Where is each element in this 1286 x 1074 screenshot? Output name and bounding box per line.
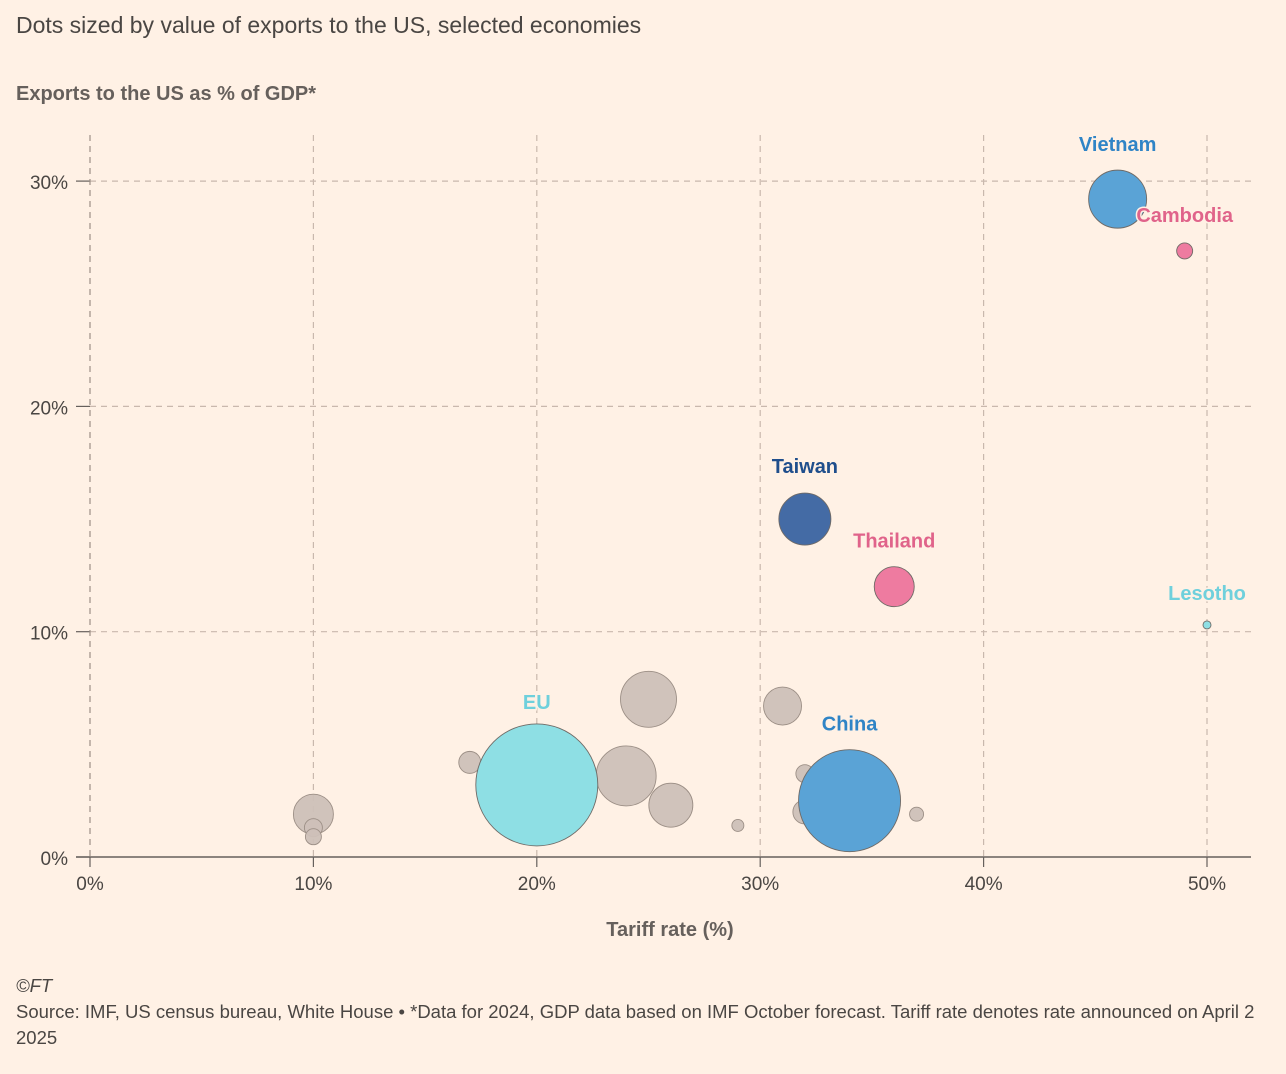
bubble-point <box>731 819 745 832</box>
label-taiwan: Taiwan <box>772 456 838 478</box>
bubble-taiwan <box>778 492 832 546</box>
label-eu: EU <box>523 692 551 714</box>
bubble-vietnam <box>1088 169 1148 229</box>
bubble-thailand <box>873 566 915 608</box>
y-tick-label: 30% <box>30 173 68 194</box>
label-thailand: Thailand <box>853 531 935 553</box>
x-tick-label: 40% <box>965 874 1003 895</box>
x-tick-label: 20% <box>518 874 556 895</box>
bubble-point <box>909 806 925 822</box>
bubble-point <box>648 782 694 828</box>
label-vietnam: Vietnam <box>1079 134 1156 156</box>
bubble-cambodia <box>1176 242 1194 260</box>
x-tick-label: 0% <box>76 874 104 895</box>
x-tick-label: 50% <box>1188 874 1226 895</box>
bubble-point <box>595 745 657 807</box>
bubble-lesotho <box>1202 620 1212 630</box>
scatter-chart: 0% 10% 20% 30% 0% 10% 20% 30% 40% 50% Tariff rate … <box>30 133 1251 941</box>
x-axis-title: Tariff rate (%) <box>606 919 733 941</box>
source-note: Source: IMF, US census bureau, White Hou… <box>16 1001 1255 1048</box>
chart-footer: ©FT Source: IMF, US census bureau, White… <box>16 973 1278 1051</box>
copyright-text: ©FT <box>16 975 53 996</box>
y-tick-label: 20% <box>30 398 68 419</box>
y-axis-title: Exports to the US as % of GDP* <box>16 83 317 105</box>
bubble-point <box>304 828 322 846</box>
chart-subtitle: Dots sized by value of exports to the US… <box>16 12 642 38</box>
bubble-eu <box>475 723 599 847</box>
x-tick-label: 30% <box>741 874 779 895</box>
bubble-china <box>798 749 902 853</box>
label-lesotho: Lesotho <box>1168 583 1246 605</box>
x-tick-label: 10% <box>294 874 332 895</box>
bubble-point <box>763 686 802 726</box>
bubble-point <box>620 670 677 728</box>
label-cambodia: Cambodia <box>1136 205 1234 227</box>
label-china: China <box>822 714 878 736</box>
y-tick-label: 0% <box>41 849 69 870</box>
y-tick-label: 10% <box>30 624 68 645</box>
